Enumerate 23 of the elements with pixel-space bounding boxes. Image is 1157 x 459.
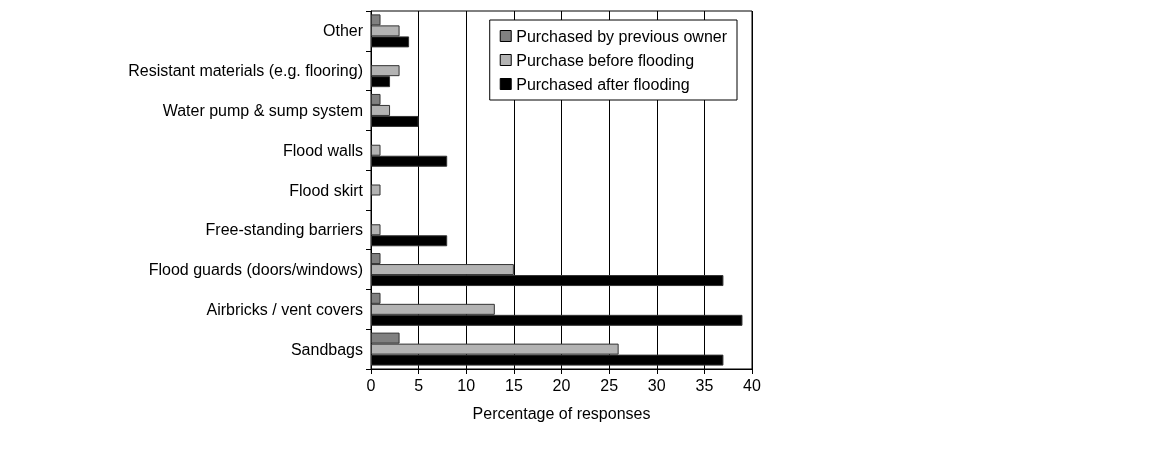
x-axis-title: Percentage of responses (472, 404, 651, 422)
bar (371, 184, 381, 196)
y-tick-label: Airbricks / vent covers (206, 300, 363, 318)
legend-label: Purchased by previous owner (516, 27, 728, 45)
y-tick-label: Flood walls (282, 141, 363, 159)
x-tick-label: 35 (695, 376, 714, 394)
y-tick-label: Other (322, 22, 364, 40)
legend-label: Purchased after flooding (516, 75, 690, 93)
y-tick-label: Flood skirt (289, 181, 364, 199)
x-tick-label: 5 (414, 376, 424, 394)
x-tick-label: 30 (647, 376, 666, 394)
y-tick-label: Free-standing barriers (205, 221, 363, 239)
y-tick-label: Flood guards (doors/windows) (148, 261, 363, 279)
x-tick-label: 40 (743, 376, 761, 394)
legend-label: Purchase before flooding (516, 51, 695, 69)
x-tick-label: 25 (600, 376, 619, 394)
y-tick-label: Water pump & sump system (162, 101, 363, 119)
y-tick-label: Resistant materials (e.g. flooring) (128, 62, 363, 80)
x-tick-label: 10 (457, 376, 476, 394)
x-tick-label: 20 (552, 376, 571, 394)
x-tick-label: 15 (504, 376, 523, 394)
x-tick-label: 0 (366, 376, 376, 394)
y-tick-label: Sandbags (290, 340, 363, 358)
